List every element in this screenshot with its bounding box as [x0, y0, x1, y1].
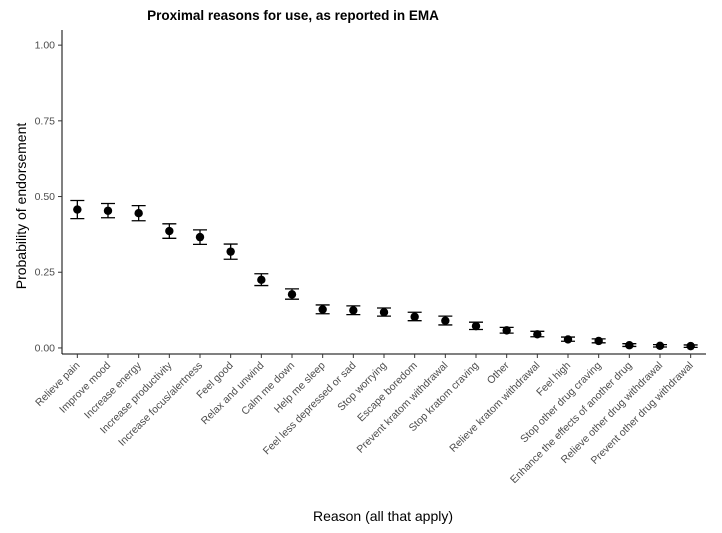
- y-axis-ticks: 0.00 0.25 0.50 0.75 1.00: [35, 40, 62, 354]
- data-marks: [70, 199, 698, 351]
- data-point: [287, 290, 297, 299]
- data-point: [471, 321, 481, 331]
- data-point: [594, 336, 603, 346]
- data-point: [625, 341, 634, 350]
- data-point: [502, 326, 511, 335]
- data-point: [318, 305, 327, 314]
- y-tick-label: 1.00: [35, 40, 56, 52]
- x-tick-label: Calm me down: [239, 360, 297, 418]
- data-point: [441, 316, 450, 325]
- y-tick-label: 0.25: [35, 267, 56, 279]
- data-point: [165, 226, 174, 236]
- data-point: [195, 232, 205, 242]
- chart-title: Proximal reasons for use, as reported in…: [147, 8, 439, 23]
- y-tick-label: 0.50: [35, 191, 56, 203]
- data-point: [226, 247, 235, 256]
- data-point: [257, 275, 266, 285]
- y-tick-label: 0.75: [35, 115, 56, 127]
- data-point: [533, 330, 542, 339]
- y-tick-label: 0.00: [35, 342, 56, 354]
- data-point: [410, 312, 419, 321]
- data-point: [73, 205, 82, 214]
- data-point: [686, 341, 695, 351]
- data-point: [655, 341, 665, 351]
- data-point: [103, 206, 113, 215]
- data-point: [563, 335, 573, 344]
- x-tick-label: Other: [485, 359, 512, 386]
- data-point: [349, 306, 358, 315]
- data-point: [134, 208, 143, 218]
- data-point: [379, 308, 389, 317]
- x-axis-title: Reason (all that apply): [313, 508, 453, 524]
- y-axis-title: Probability of endorsement: [13, 123, 29, 290]
